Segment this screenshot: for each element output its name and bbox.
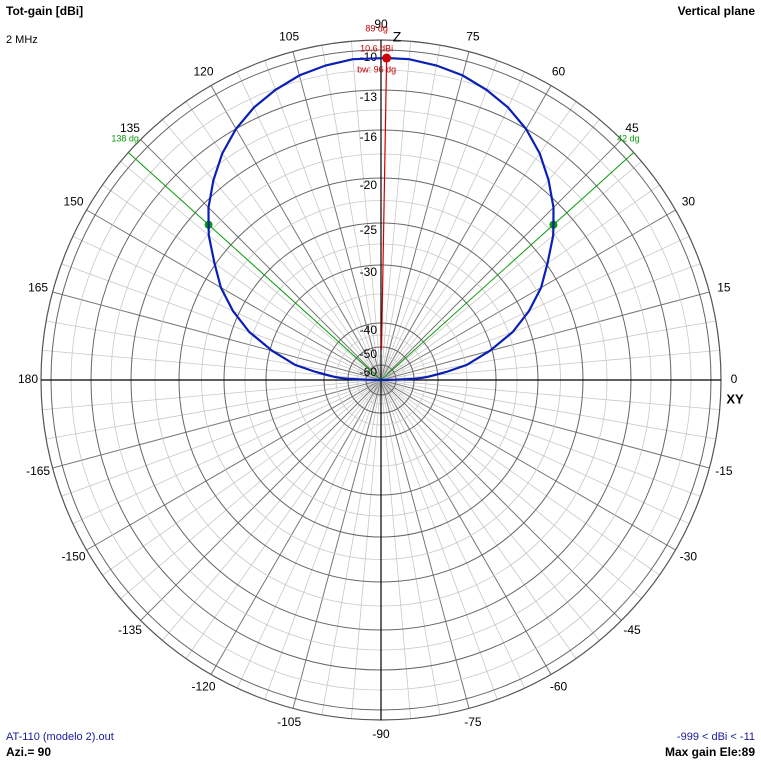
gain-title: Tot-gain [dBi] — [6, 4, 84, 18]
minor-spoke — [380, 71, 526, 381]
beamwidth-label: 138 dg — [111, 134, 139, 144]
max-angle-label: 89 dg — [365, 23, 388, 33]
minor-spoke — [380, 60, 498, 381]
minor-spoke — [72, 379, 382, 525]
max-gain-point — [382, 53, 392, 63]
angle-tick-label: 90 — [374, 17, 388, 31]
azimuth-label: Azi.= 90 — [6, 745, 52, 759]
major-spoke — [380, 379, 710, 469]
radial-tick-label: -50 — [360, 347, 378, 361]
minor-spoke — [380, 379, 701, 497]
angle-tick-label: 75 — [466, 29, 480, 43]
max-gain-line — [380, 58, 388, 351]
minor-spoke — [264, 379, 382, 700]
angle-tick-label: 105 — [279, 29, 299, 43]
frequency-label: 2 MHz — [6, 34, 38, 46]
minor-spoke — [380, 379, 498, 700]
angle-tick-label: -60 — [550, 680, 568, 694]
axis-label-z: Z — [393, 29, 402, 45]
beamwidth-label: 42 dg — [617, 134, 640, 144]
angle-tick-label: 180 — [18, 372, 38, 386]
minor-spoke — [61, 379, 382, 497]
angle-tick-label: 150 — [64, 195, 84, 209]
angle-tick-label: 135 — [120, 121, 140, 135]
major-spoke — [292, 379, 382, 709]
angle-tick-label: 165 — [28, 280, 48, 294]
angle-tick-label: -30 — [680, 550, 698, 564]
radial-tick-label: -30 — [360, 265, 378, 279]
axis-label-xy: XY — [726, 391, 744, 406]
major-spoke — [86, 379, 382, 551]
max-gain-value-label: 10.6 dBi — [360, 43, 393, 53]
beamwidth-line — [380, 152, 635, 381]
minor-spoke — [264, 60, 382, 381]
angle-tick-label: 60 — [552, 65, 566, 79]
file-name: AT-110 (modelo 2).out — [6, 731, 114, 743]
beamwidth-value-label: bw: 96 dg — [357, 64, 396, 74]
minor-spoke — [61, 263, 382, 381]
angle-tick-label: -105 — [277, 715, 301, 729]
radial-tick-label: -40 — [360, 323, 378, 337]
angle-tick-label: -135 — [118, 623, 142, 637]
minor-spoke — [236, 379, 382, 689]
minor-spoke — [236, 71, 382, 381]
major-spoke — [380, 379, 676, 551]
minor-spoke — [380, 263, 701, 381]
angle-tick-label: -15 — [715, 464, 733, 478]
minor-spoke — [380, 379, 526, 689]
radial-tick-label: -60 — [360, 365, 378, 379]
angle-tick-label: -150 — [62, 550, 86, 564]
minor-spoke — [380, 379, 690, 525]
radial-tick-label: -13 — [360, 90, 378, 104]
angle-tick-label: 45 — [625, 121, 639, 135]
max-gain-label: Max gain Ele:89 — [664, 745, 755, 759]
minor-spoke — [380, 235, 690, 381]
major-spoke — [86, 209, 382, 381]
major-spoke — [380, 379, 552, 675]
angle-tick-label: -45 — [623, 623, 641, 637]
major-spoke — [380, 209, 676, 381]
radial-tick-label: -16 — [360, 130, 378, 144]
angle-tick-label: -75 — [464, 715, 482, 729]
beamwidth-line — [127, 152, 382, 381]
major-spoke — [380, 379, 470, 709]
angle-tick-label: -90 — [372, 727, 390, 741]
plane-label: Vertical plane — [677, 4, 755, 18]
angle-tick-label: 120 — [193, 65, 213, 79]
angle-tick-label: 15 — [717, 280, 731, 294]
radial-tick-label: -25 — [360, 223, 378, 237]
angle-tick-label: -165 — [26, 464, 50, 478]
angle-tick-label: 0 — [731, 372, 738, 386]
angle-tick-label: 30 — [682, 195, 696, 209]
minor-spoke — [72, 235, 382, 381]
radial-tick-label: -10 — [360, 50, 378, 64]
radial-tick-label: -20 — [360, 178, 378, 192]
major-spoke — [52, 379, 382, 469]
angle-tick-label: -120 — [191, 680, 215, 694]
range-label: -999 < dBi < -11 — [676, 731, 755, 743]
major-spoke — [380, 51, 470, 381]
major-spoke — [210, 379, 382, 675]
